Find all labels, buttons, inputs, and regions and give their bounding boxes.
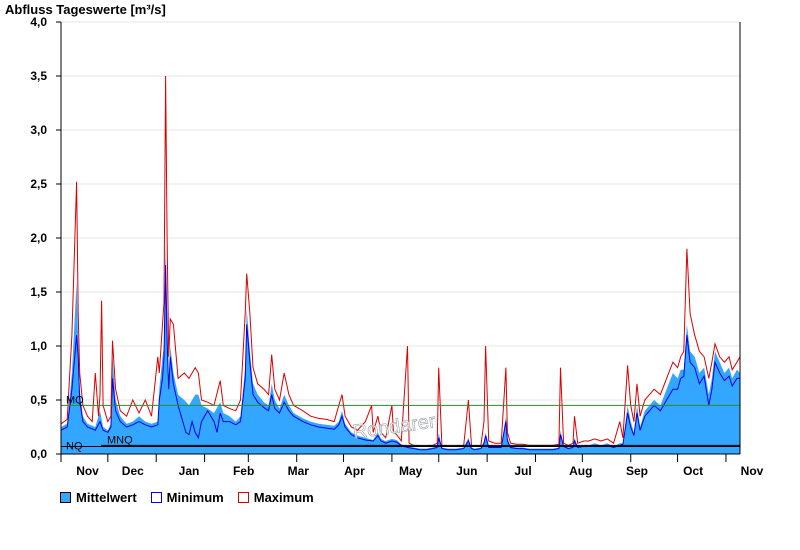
watermark-text: Rondarer (351, 410, 437, 443)
x-tick-label: Dec (122, 464, 144, 478)
y-tick-label: 2,0 (30, 231, 47, 245)
legend-label-maximum: Maximum (253, 490, 314, 505)
legend: Mittelwert Minimum Maximum (60, 490, 314, 505)
y-tick-label: 3,0 (30, 123, 47, 137)
x-tick-label: Jun (456, 464, 477, 478)
legend-label-minimum: Minimum (166, 490, 224, 505)
series-line-minimum (60, 264, 740, 451)
x-tick-label: Nov (741, 464, 764, 478)
y-tick-label: 4,0 (30, 15, 47, 29)
legend-swatch-maximum (237, 492, 249, 503)
x-tick-label: Sep (626, 464, 648, 478)
y-tick-label: 0,0 (30, 447, 47, 461)
series-area-mittelwert (61, 243, 740, 454)
x-tick-label: Apr (344, 464, 365, 478)
x-tick-label: Mar (288, 464, 310, 478)
y-tick-label: 1,0 (30, 339, 47, 353)
legend-label-mittelwert: Mittelwert (76, 490, 137, 505)
y-tick-label: 1,5 (30, 285, 47, 299)
legend-item-mittelwert: Mittelwert (60, 490, 137, 505)
reference-label-mnq: MNQ (107, 434, 133, 446)
chart-svg: Abfluss Tageswerte [m³/s] 0,0 0,5 1,0 1,5 2,0… (5, 2, 764, 478)
legend-item-maximum: Maximum (237, 490, 314, 505)
x-tick-label: Jan (179, 464, 200, 478)
reference-label-nq: NQ (66, 440, 83, 452)
x-tick-label: May (399, 464, 423, 478)
x-tick-label: Oct (683, 464, 703, 478)
x-tick-label: Nov (76, 464, 99, 478)
legend-swatch-minimum (150, 492, 162, 503)
legend-item-minimum: Minimum (150, 490, 224, 505)
x-tick-label: Jul (514, 464, 531, 478)
y-tick-label: 0,5 (30, 393, 47, 407)
chart-title: Abfluss Tageswerte [m³/s] (5, 2, 166, 17)
x-tick-label: Feb (233, 464, 254, 478)
legend-swatch-mittelwert (60, 492, 71, 503)
reference-label-mq: MQ (66, 394, 84, 406)
y-tick-label: 2,5 (30, 177, 47, 191)
x-tick-label: Aug (569, 464, 592, 478)
series-line-maximum (60, 75, 741, 447)
y-tick-label: 3,5 (30, 69, 47, 83)
